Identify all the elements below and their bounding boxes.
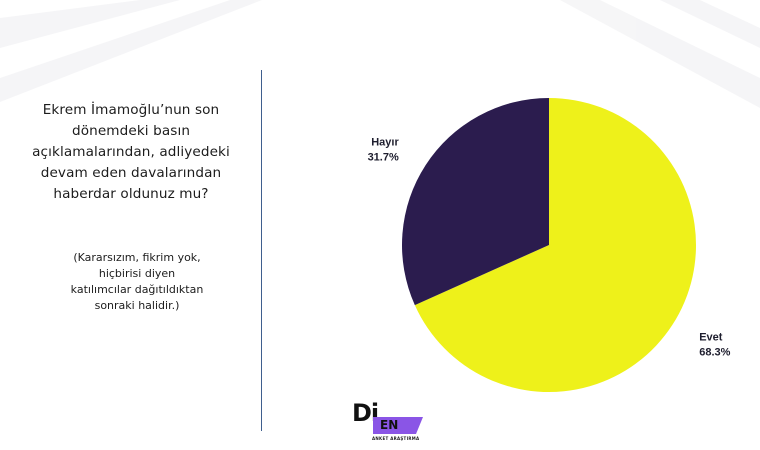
- question-line: dönemdeki basın: [71, 123, 191, 139]
- vertical-divider: [261, 70, 262, 431]
- slice-label-evet: Evet: [699, 331, 723, 343]
- logo-tagline: ANKET ARAŞTIRMA: [372, 436, 420, 441]
- logo-badge: EN: [373, 417, 423, 434]
- question-line: açıklamalarından, adliyedeki: [32, 144, 230, 160]
- survey-question: Ekrem İmamoğlu’nun son dönemdeki basın a…: [18, 100, 244, 205]
- pie-slice-hay-r: [402, 98, 549, 306]
- note-line: (Kararsızım, fikrim yok,: [73, 251, 201, 264]
- dien-logo: Di EN ANKET ARAŞTIRMA: [352, 399, 432, 444]
- methodology-note: (Kararsızım, fikrim yok, hiçbirisi diyen…: [44, 250, 230, 314]
- pie-slice-evet: [414, 98, 696, 393]
- slice-value-hay-r: 31.7%: [368, 152, 399, 164]
- slice-label-hay-r: Hayır: [371, 137, 399, 149]
- question-line: devam eden davalarından: [40, 165, 222, 181]
- question-line: haberdar oldunuz mu?: [53, 186, 209, 202]
- note-line: hiçbirisi diyen: [98, 267, 176, 280]
- question-line: Ekrem İmamoğlu’nun son: [42, 102, 220, 118]
- slice-value-evet: 68.3%: [699, 346, 730, 358]
- note-line: katılımcılar dağıtıldıktan: [70, 283, 204, 296]
- note-line: sonraki halidir.): [94, 299, 180, 312]
